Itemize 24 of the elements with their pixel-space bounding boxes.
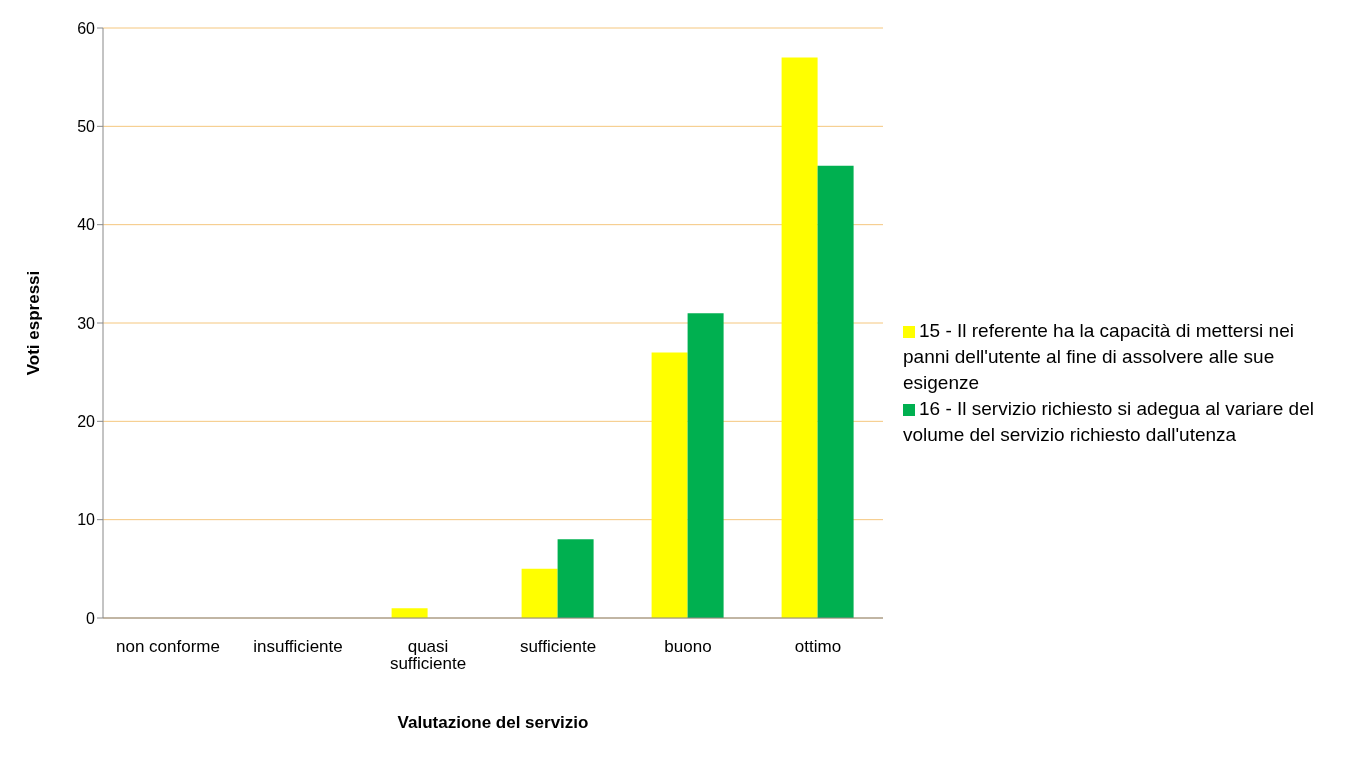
x-tick-label: buono <box>664 637 712 657</box>
x-tick-label: ottimo <box>794 637 842 657</box>
y-axis-title: Voti espressi <box>24 270 44 376</box>
bar <box>817 165 854 618</box>
bar <box>651 352 688 618</box>
x-tick-label: quasi sufficiente <box>389 637 467 674</box>
y-tick-label: 60 <box>77 19 96 37</box>
y-tick-label: 20 <box>77 413 96 431</box>
legend-label: 15 - Il referente ha la capacità di mettersi nei panni dell'utente al fine di assolvere alle sue esigenze <box>903 320 1294 393</box>
x-tick-label: sufficiente <box>519 637 597 657</box>
bar <box>781 57 818 618</box>
bar <box>687 313 724 618</box>
x-tick-label: non conforme <box>116 637 220 657</box>
x-axis-title: Valutazione del servizio <box>397 713 589 732</box>
y-tick-label: 40 <box>77 216 96 234</box>
legend-label: 16 - Il servizio richiesto si adegua al variare del volume del servizio richiesto dall'utenza <box>903 398 1314 445</box>
bar <box>557 539 594 618</box>
y-tick-label: 10 <box>77 511 96 529</box>
bar <box>391 608 428 618</box>
y-tick-label: 0 <box>86 609 96 627</box>
bar <box>521 568 558 618</box>
y-tick-label: 50 <box>77 118 96 136</box>
x-tick-label: insufficiente <box>253 637 343 657</box>
y-tick-label: 30 <box>77 314 96 332</box>
